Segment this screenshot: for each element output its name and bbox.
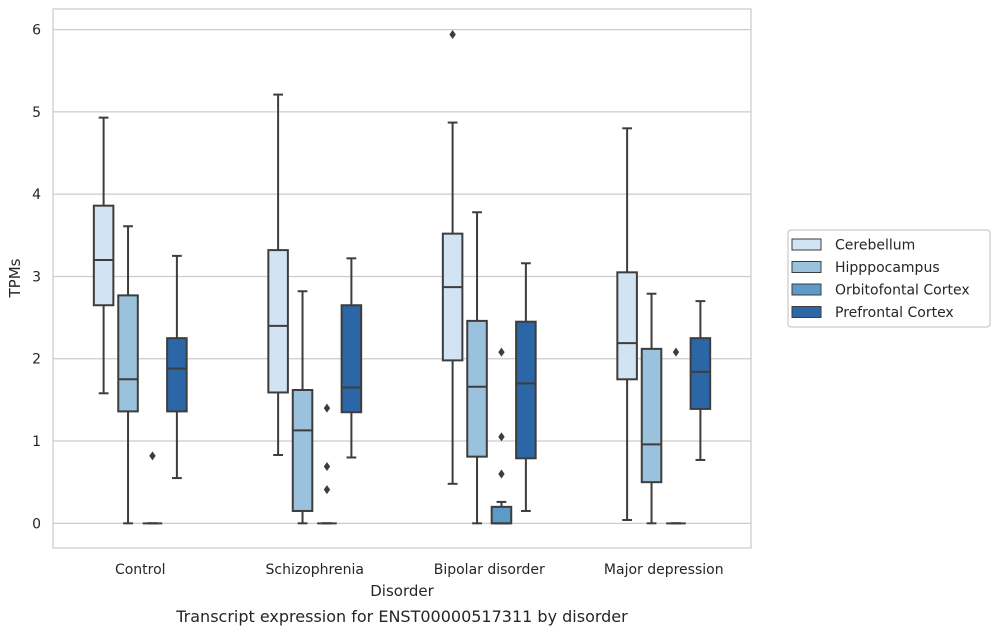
box-body <box>490 505 513 525</box>
plot-frame <box>52 8 752 549</box>
x-tick-label: Bipolar disorder <box>434 562 545 578</box>
box-0-0 <box>92 116 115 395</box>
legend-swatch <box>791 238 822 251</box>
box-1-1 <box>291 290 314 525</box>
box-body <box>466 319 488 458</box>
legend-label: Cerebellum <box>835 238 915 254</box>
outlier-point <box>323 462 331 472</box>
box-body <box>267 249 289 394</box>
outlier-point <box>449 30 456 40</box>
x-tick-label: Control <box>115 562 166 578</box>
box-1-3 <box>340 257 363 459</box>
legend-label: Orbitofontal Cortex <box>835 283 970 299</box>
legend-label: Hipppocampus <box>835 260 940 276</box>
box-body <box>340 304 363 414</box>
box-3-1 <box>640 292 663 525</box>
box-3-2 <box>666 347 686 525</box>
x-tick-label: Major depression <box>604 562 724 578</box>
legend-frame <box>787 229 991 328</box>
y-tick-label: 4 <box>32 187 41 203</box>
box-1-0 <box>267 93 289 457</box>
outlier-point <box>323 403 331 413</box>
box-1-2 <box>317 403 337 525</box>
y-tick-label: 5 <box>32 105 41 121</box>
y-axis-title: TPMs <box>6 258 24 298</box>
box-body <box>166 337 188 413</box>
box-body <box>92 204 115 307</box>
box-body <box>441 232 464 362</box>
y-tick-label: 0 <box>32 516 41 532</box>
box-2-2 <box>490 347 513 525</box>
y-tick-label: 1 <box>32 434 41 450</box>
box-body <box>117 294 139 413</box>
box-2-0 <box>441 30 464 485</box>
chart-caption: Transcript expression for ENST0000051731… <box>175 607 628 626</box>
y-tick-label: 6 <box>32 23 41 39</box>
box-body <box>689 337 712 410</box>
box-2-1 <box>466 211 488 525</box>
y-tick-label: 3 <box>32 269 41 285</box>
box-2-3 <box>515 262 537 512</box>
box-plots <box>92 30 712 525</box>
box-3-0 <box>616 127 638 522</box>
legend-swatch <box>791 261 822 273</box>
legend: Cerebellum Hipppocampus Orbitofontal Corte… <box>787 229 991 328</box>
outlier-point <box>672 347 680 357</box>
box-body <box>640 347 663 484</box>
x-axis-ticks: Control Schizophrenia Bipolar disorder Majo… <box>115 562 724 578</box>
x-tick-label: Schizophrenia <box>266 562 364 578</box>
outlier-point <box>149 451 156 461</box>
outlier-point <box>498 469 505 479</box>
x-axis-title: Disorder <box>370 582 434 600</box>
legend-swatch <box>791 283 822 296</box>
legend-label: Prefrontal Cortex <box>835 305 954 321</box>
box-body <box>291 389 314 512</box>
box-0-3 <box>166 254 188 480</box>
box-3-3 <box>689 300 712 461</box>
outlier-point <box>323 485 331 495</box>
legend-swatch <box>791 306 822 318</box>
outlier-point <box>498 432 505 442</box>
outlier-point <box>498 347 505 357</box>
y-axis-ticks: 0 1 2 3 4 5 6 <box>32 23 41 533</box>
box-body <box>515 320 537 460</box>
box-0-1 <box>117 225 139 525</box>
box-0-2 <box>142 451 163 525</box>
box-body <box>616 271 638 381</box>
y-tick-label: 2 <box>32 352 41 368</box>
